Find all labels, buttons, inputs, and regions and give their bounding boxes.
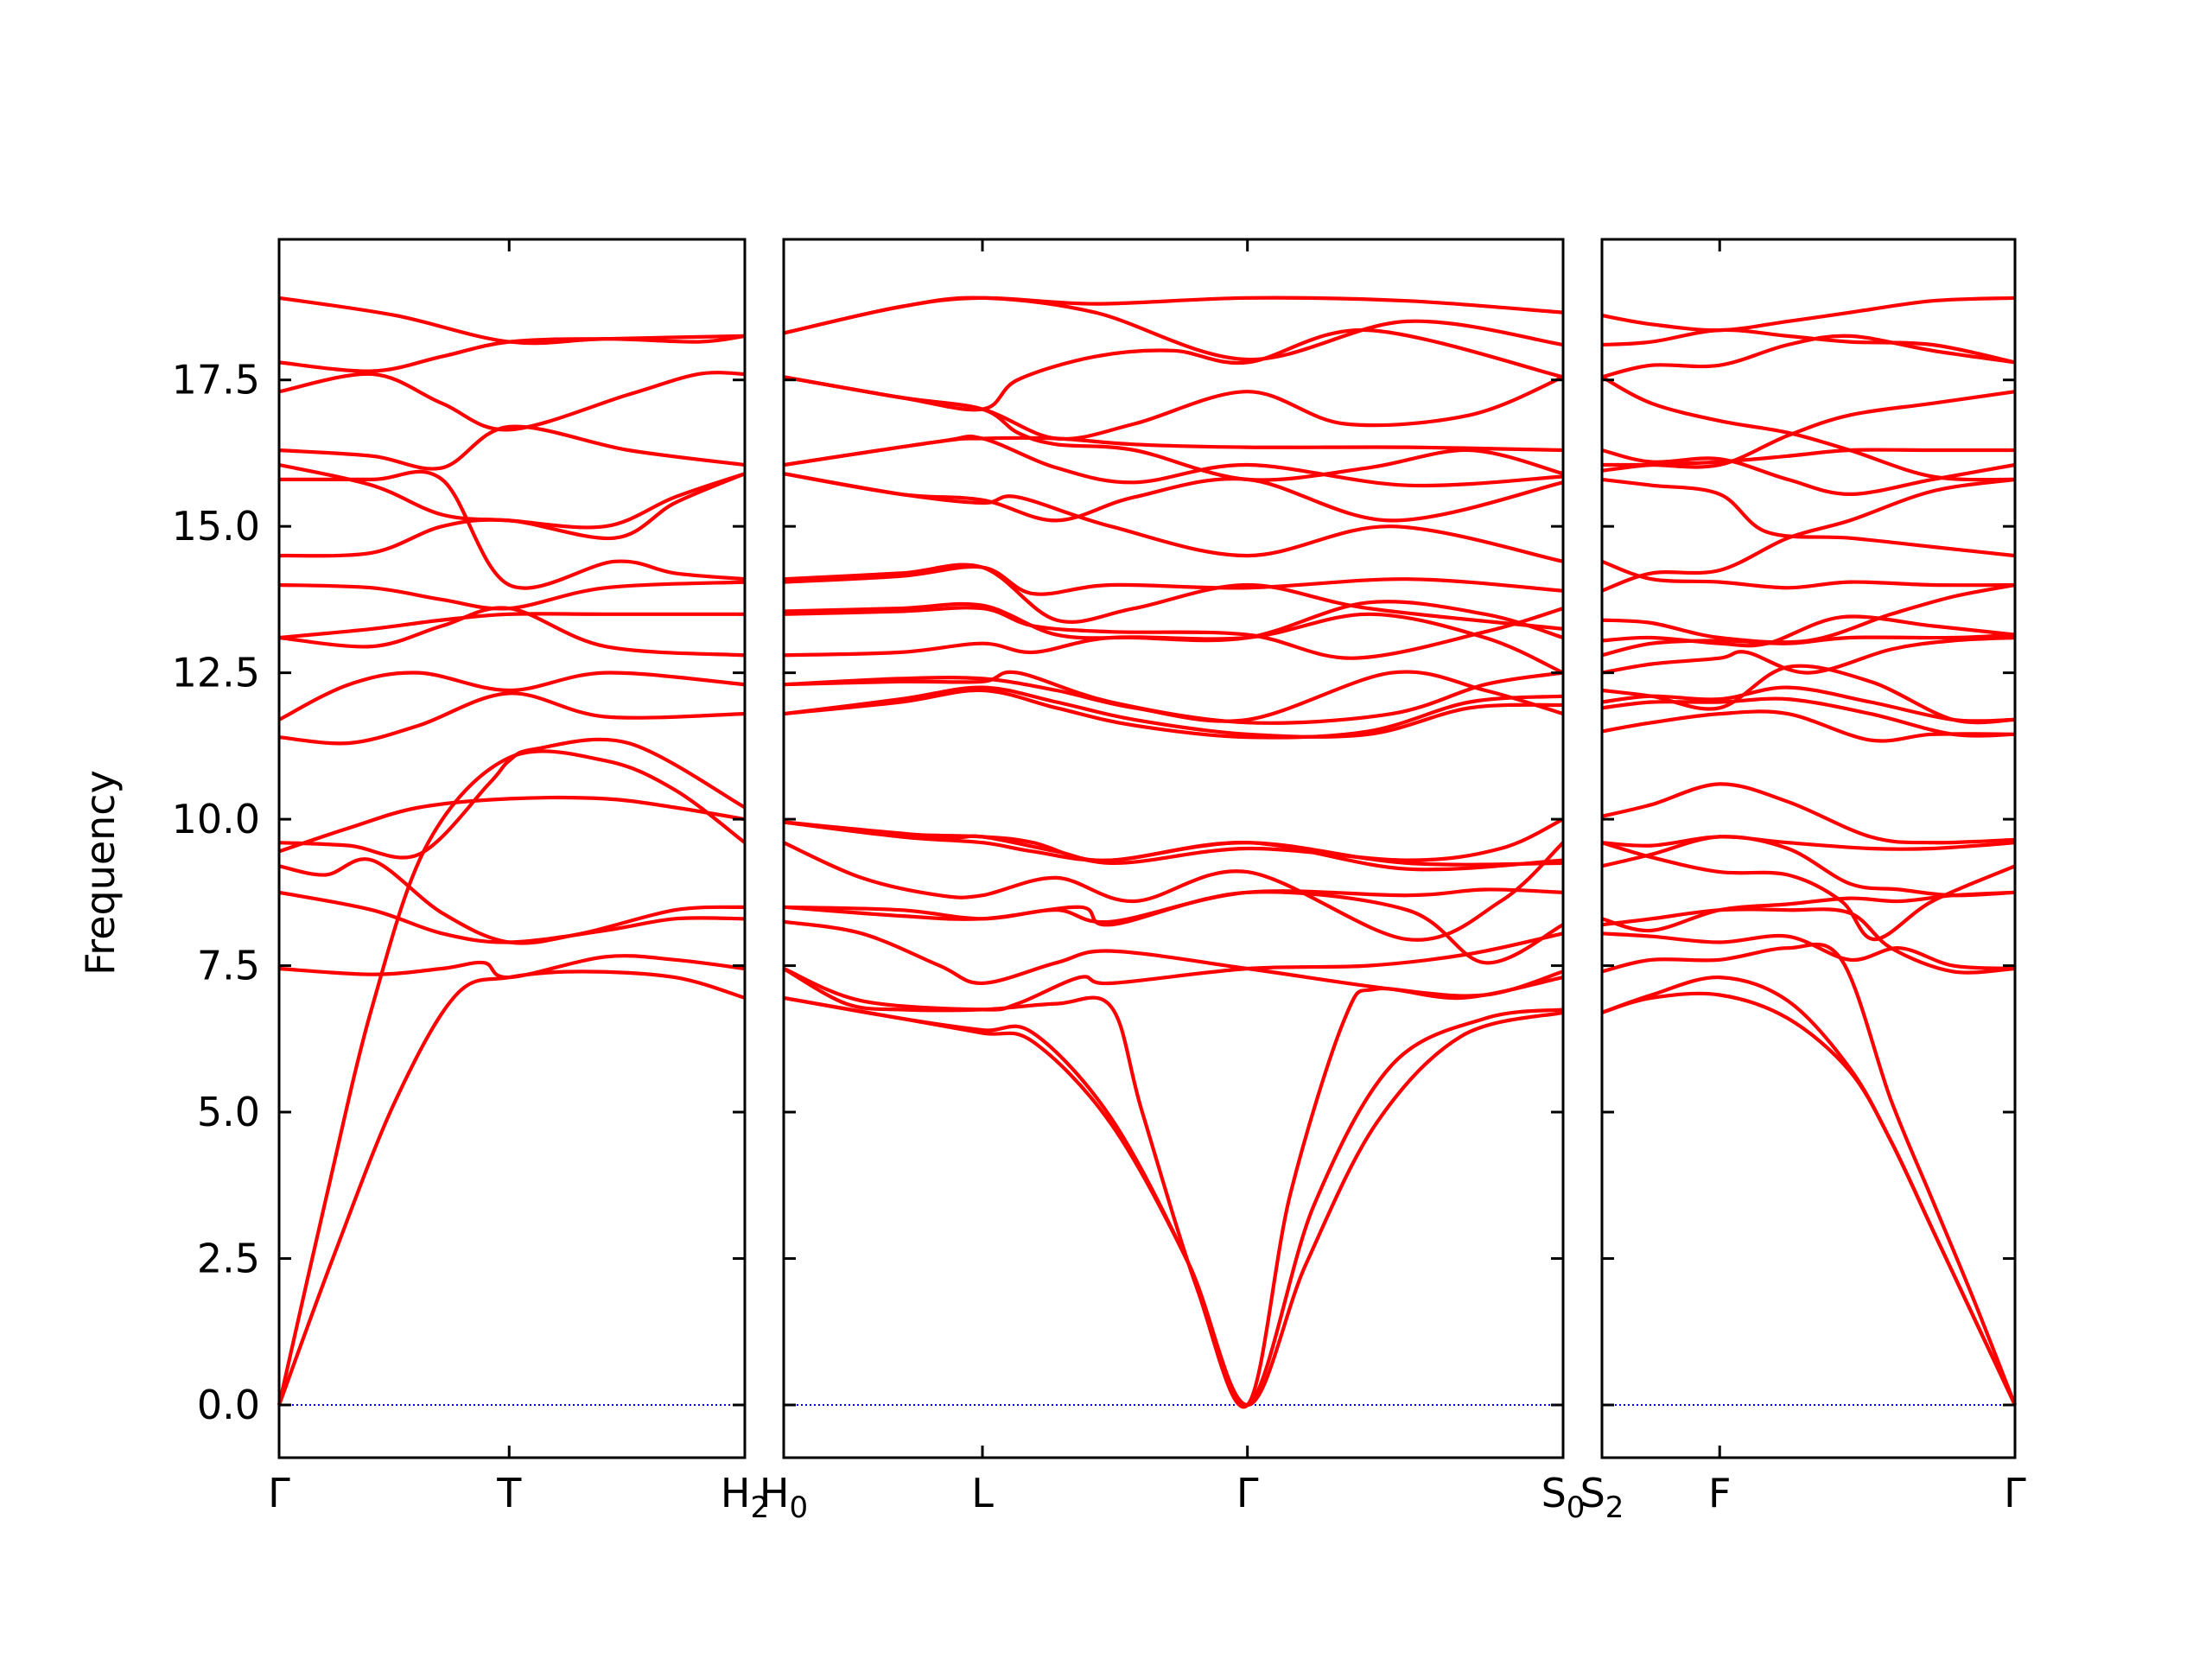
band-line bbox=[278, 671, 746, 721]
band-line bbox=[1601, 709, 2016, 743]
band-line bbox=[783, 919, 1564, 998]
x-tick-label: T bbox=[496, 1470, 522, 1516]
band-line bbox=[1601, 931, 2016, 971]
y-axis-title: Frequency bbox=[77, 770, 124, 976]
x-tick-label: Γ bbox=[268, 1470, 290, 1516]
band-line bbox=[279, 469, 746, 590]
band-line bbox=[783, 435, 1564, 467]
band-line bbox=[1601, 477, 2016, 593]
panel-2: H0 L Γ S0 bbox=[760, 238, 1586, 1525]
band-line bbox=[1601, 841, 2016, 942]
band-line bbox=[783, 820, 1564, 872]
x-tick-label: H2 bbox=[721, 1470, 769, 1525]
x-tick-label: S0 bbox=[1541, 1470, 1586, 1525]
panel-frame bbox=[277, 238, 747, 1459]
band-line bbox=[1601, 334, 2016, 379]
band-line bbox=[783, 890, 1565, 965]
band-line bbox=[1601, 975, 2017, 1406]
band-line bbox=[783, 296, 1564, 362]
y-tick-label: 12.5 bbox=[172, 650, 260, 696]
band-line bbox=[783, 820, 1564, 867]
band-line bbox=[782, 967, 1564, 1409]
band-line bbox=[278, 796, 746, 854]
y-tick-label: 17.5 bbox=[172, 357, 260, 404]
band-line bbox=[278, 737, 747, 860]
band-line bbox=[278, 462, 746, 530]
band-line bbox=[278, 954, 746, 980]
band-line bbox=[1600, 375, 2016, 482]
band-line bbox=[783, 472, 1564, 523]
band-line bbox=[783, 995, 1564, 1408]
band-line bbox=[1601, 614, 2016, 648]
panel-3: S2 F Γ bbox=[1580, 238, 2026, 1525]
band-line bbox=[1601, 664, 2016, 725]
y-tick-label: 5.0 bbox=[197, 1089, 260, 1135]
band-line bbox=[783, 841, 1565, 942]
band-line bbox=[278, 296, 746, 346]
band-line bbox=[278, 424, 746, 471]
band-line bbox=[783, 995, 1564, 1408]
panel-frame bbox=[1600, 238, 2017, 1459]
band-line bbox=[1601, 559, 2016, 590]
band-line bbox=[783, 563, 1564, 631]
x-tick-label: F bbox=[1708, 1470, 1731, 1516]
band-line bbox=[783, 600, 1564, 643]
band-line bbox=[277, 969, 746, 1406]
band-line bbox=[278, 890, 746, 944]
band-line bbox=[783, 688, 1564, 740]
band-line bbox=[1601, 907, 2016, 975]
band-line bbox=[783, 296, 1564, 335]
band-line bbox=[278, 612, 745, 640]
band-line bbox=[1601, 835, 2016, 851]
band-line bbox=[1601, 890, 2016, 933]
x-tick-label: L bbox=[971, 1470, 994, 1516]
band-line bbox=[278, 857, 746, 945]
x-tick-label: Γ bbox=[2004, 1470, 2026, 1516]
band-line bbox=[1601, 448, 2016, 496]
x-tick-label: Γ bbox=[1236, 1470, 1259, 1516]
band-line bbox=[1601, 635, 2016, 675]
x-tick-label: S2 bbox=[1580, 1470, 1624, 1525]
band-line bbox=[783, 685, 1564, 739]
band-line bbox=[1601, 296, 2016, 333]
band-line bbox=[1601, 942, 2017, 1406]
band-line bbox=[1601, 327, 2016, 365]
band-line bbox=[783, 887, 1564, 925]
band-line bbox=[783, 817, 1564, 866]
y-tick-label: 10.0 bbox=[172, 796, 260, 842]
x-tick-label: H0 bbox=[760, 1470, 808, 1525]
band-line bbox=[1602, 390, 2016, 469]
panel-1: 0.0 2.5 5.0 7.5 10.0 12.5 15.0 17.5 Γ T H2 bbox=[172, 238, 769, 1525]
band-line bbox=[1601, 782, 2016, 845]
panel-frame bbox=[782, 238, 1565, 1459]
band-line bbox=[1601, 477, 2016, 558]
band-line bbox=[783, 375, 1564, 442]
band-line bbox=[783, 375, 1564, 482]
y-tick-label: 0.0 bbox=[197, 1382, 260, 1428]
band-line bbox=[783, 606, 1564, 660]
y-tick-label: 15.0 bbox=[172, 503, 260, 550]
band-line bbox=[276, 749, 747, 1406]
band-line bbox=[278, 472, 746, 558]
band-line bbox=[278, 371, 746, 432]
band-line bbox=[1601, 582, 2016, 645]
band-line bbox=[278, 691, 746, 746]
band-line bbox=[783, 931, 1564, 1012]
y-tick-label: 2.5 bbox=[197, 1236, 260, 1282]
band-line bbox=[1601, 685, 2016, 723]
band-line bbox=[1601, 991, 2017, 1406]
band-line bbox=[278, 580, 746, 611]
band-line bbox=[783, 564, 1564, 596]
y-tick-label: 7.5 bbox=[197, 943, 260, 989]
band-line bbox=[1601, 696, 2016, 738]
band-line bbox=[783, 670, 1564, 723]
